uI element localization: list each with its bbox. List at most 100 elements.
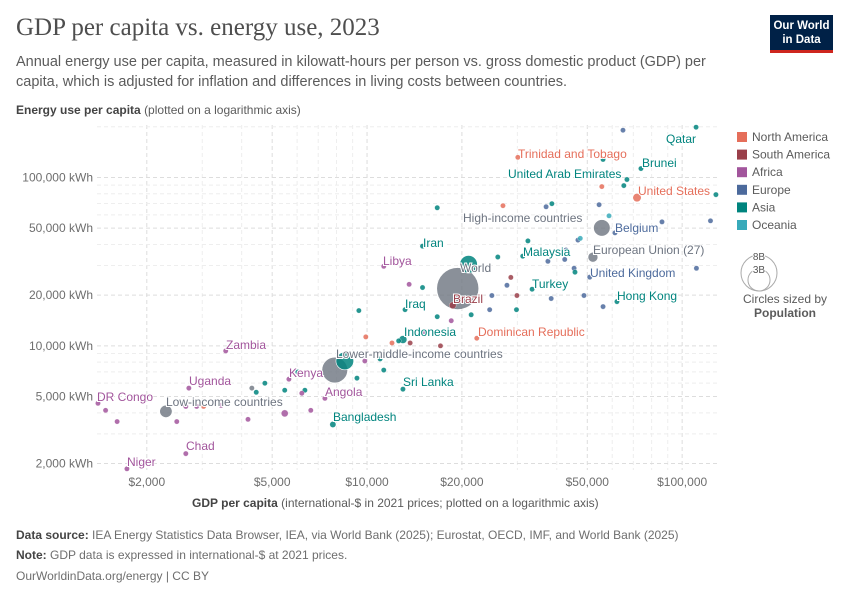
country-point[interactable] bbox=[354, 375, 360, 381]
country-point[interactable] bbox=[281, 409, 289, 418]
high-income-countries-point[interactable] bbox=[593, 219, 611, 237]
country-point[interactable] bbox=[281, 387, 288, 393]
united-states-point[interactable] bbox=[632, 193, 642, 203]
chad-point[interactable] bbox=[183, 450, 189, 457]
country-point[interactable] bbox=[200, 403, 207, 410]
country-point[interactable] bbox=[572, 269, 578, 275]
country-point[interactable] bbox=[356, 307, 362, 314]
country-point[interactable] bbox=[495, 254, 501, 260]
country-point[interactable] bbox=[504, 282, 510, 289]
country-point[interactable] bbox=[621, 182, 627, 189]
niger-point[interactable] bbox=[124, 466, 130, 472]
uganda-point[interactable] bbox=[186, 385, 192, 391]
trinidad-and-tobago-point[interactable] bbox=[515, 154, 521, 161]
country-point[interactable] bbox=[420, 329, 427, 335]
malaysia-point[interactable] bbox=[520, 253, 526, 259]
zambia-point[interactable] bbox=[222, 348, 229, 354]
country-point[interactable] bbox=[299, 390, 305, 396]
country-point[interactable] bbox=[620, 127, 626, 133]
country-point[interactable] bbox=[174, 418, 180, 425]
country-point[interactable] bbox=[183, 403, 189, 410]
country-point[interactable] bbox=[335, 351, 354, 371]
country-point[interactable] bbox=[262, 380, 268, 386]
country-point[interactable] bbox=[377, 356, 383, 362]
country-point[interactable] bbox=[545, 258, 551, 265]
united-arab-emirates-point[interactable] bbox=[624, 176, 630, 183]
country-point[interactable] bbox=[102, 407, 109, 414]
united-kingdom-point[interactable] bbox=[586, 274, 593, 280]
european-union-27-point[interactable] bbox=[587, 251, 599, 263]
country-point[interactable] bbox=[596, 201, 602, 208]
country-point[interactable] bbox=[253, 389, 259, 396]
country-point[interactable] bbox=[508, 274, 514, 281]
owid-logo[interactable]: Our World in Data bbox=[770, 15, 833, 53]
qatar-point[interactable] bbox=[693, 124, 699, 130]
country-point[interactable] bbox=[434, 205, 440, 211]
source-url[interactable]: OurWorldinData.org/energy | CC BY bbox=[16, 569, 209, 583]
country-point[interactable] bbox=[600, 303, 606, 310]
dominican-republic-point[interactable] bbox=[474, 335, 480, 341]
country-point[interactable] bbox=[437, 343, 444, 349]
country-point[interactable] bbox=[434, 313, 440, 320]
country-point[interactable] bbox=[245, 416, 251, 423]
brazil-point[interactable] bbox=[449, 301, 457, 309]
turkey-point[interactable] bbox=[529, 286, 535, 292]
country-point[interactable] bbox=[543, 204, 549, 210]
legend-item-africa[interactable]: Africa bbox=[752, 165, 783, 179]
dr-congo-point[interactable] bbox=[95, 400, 101, 406]
country-point[interactable] bbox=[448, 317, 454, 324]
libya-point[interactable] bbox=[381, 263, 387, 269]
country-point[interactable] bbox=[514, 292, 520, 299]
country-point[interactable] bbox=[600, 156, 606, 163]
iraq-point[interactable] bbox=[402, 306, 408, 313]
country-point[interactable] bbox=[218, 402, 224, 409]
country-point[interactable] bbox=[549, 200, 555, 207]
country-point[interactable] bbox=[563, 247, 569, 253]
legend-item-south-america[interactable]: South America bbox=[752, 148, 830, 162]
country-point[interactable] bbox=[249, 385, 255, 391]
country-point[interactable] bbox=[606, 213, 612, 219]
country-point[interactable] bbox=[468, 311, 474, 318]
country-point[interactable] bbox=[548, 295, 554, 302]
country-point[interactable] bbox=[486, 306, 493, 313]
country-point[interactable] bbox=[659, 219, 665, 225]
country-point[interactable] bbox=[500, 202, 506, 209]
country-point[interactable] bbox=[419, 284, 426, 291]
country-point[interactable] bbox=[395, 338, 402, 344]
brunei-point[interactable] bbox=[638, 165, 644, 172]
low-income-countries-point[interactable] bbox=[159, 404, 173, 418]
country-point[interactable] bbox=[295, 369, 301, 375]
iran-point[interactable] bbox=[419, 243, 426, 249]
legend-item-oceania[interactable]: Oceania bbox=[752, 218, 797, 232]
bangladesh-point[interactable] bbox=[329, 421, 337, 428]
country-point[interactable] bbox=[707, 218, 714, 224]
country-point[interactable] bbox=[362, 358, 368, 364]
sri-lanka-point[interactable] bbox=[400, 386, 406, 392]
country-point[interactable] bbox=[581, 292, 587, 299]
country-point[interactable] bbox=[308, 407, 314, 414]
world-point[interactable] bbox=[436, 267, 480, 310]
country-point[interactable] bbox=[407, 340, 413, 346]
country-point[interactable] bbox=[406, 281, 412, 288]
country-point[interactable] bbox=[114, 418, 120, 425]
legend-item-europe[interactable]: Europe bbox=[752, 183, 791, 197]
country-point[interactable] bbox=[693, 265, 700, 271]
country-point[interactable] bbox=[363, 334, 369, 340]
hong-kong-point[interactable] bbox=[614, 298, 620, 305]
country-point[interactable] bbox=[489, 292, 495, 299]
legend-item-asia[interactable]: Asia bbox=[752, 200, 776, 214]
kenya-point[interactable] bbox=[286, 376, 292, 382]
country-point[interactable] bbox=[525, 238, 531, 244]
country-point[interactable] bbox=[389, 340, 395, 346]
legend-item-north-america[interactable]: North America bbox=[752, 130, 828, 144]
country-point[interactable] bbox=[193, 403, 200, 410]
belgium-point[interactable] bbox=[612, 230, 618, 236]
country-point[interactable] bbox=[561, 256, 568, 263]
country-point[interactable] bbox=[713, 191, 719, 198]
angola-point[interactable] bbox=[322, 395, 328, 402]
country-point[interactable] bbox=[599, 183, 605, 190]
country-point[interactable] bbox=[577, 235, 584, 242]
country-point[interactable] bbox=[513, 306, 520, 313]
country-point[interactable] bbox=[381, 367, 387, 373]
country-point[interactable] bbox=[459, 255, 478, 274]
